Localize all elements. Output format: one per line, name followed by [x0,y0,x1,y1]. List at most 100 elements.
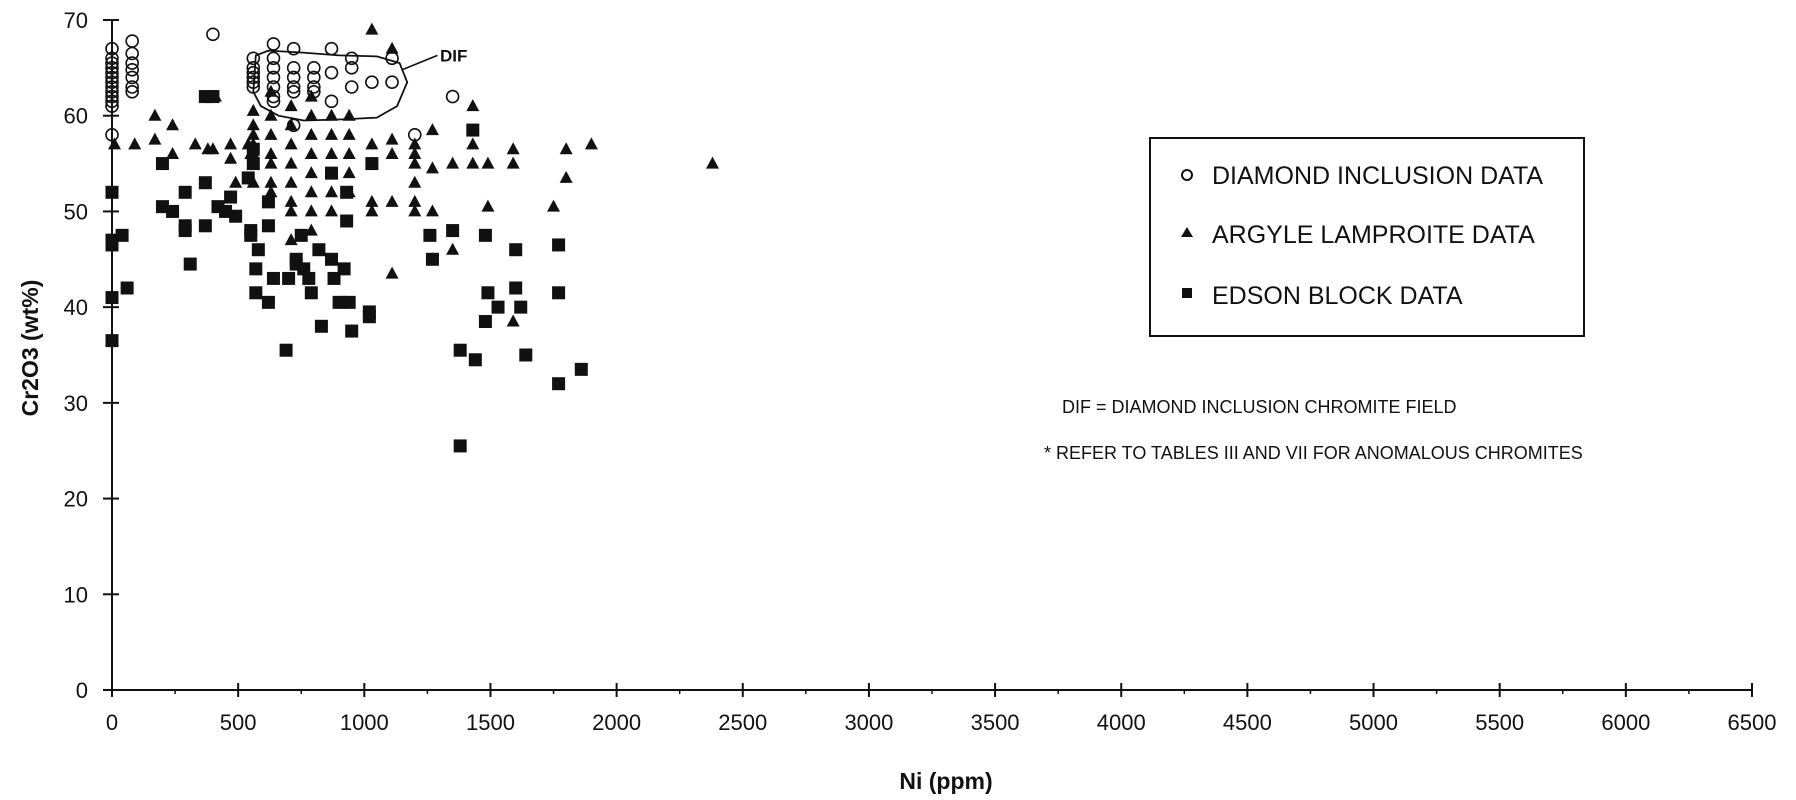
argyle-lamproite-point [325,185,339,198]
diamond-inclusion-point [246,61,261,75]
legend-label-argyle-lamproite: ARGYLE LAMPROITE DATA [1212,221,1535,249]
anomalous-chromites-note: * REFER TO TABLES III AND VII FOR ANOMAL… [1044,443,1583,463]
edson-block-point [340,185,354,199]
argyle-lamproite-point [304,223,318,236]
argyle-lamproite-point [506,314,520,327]
argyle-lamproite-point [342,108,356,121]
edson-block-point [105,238,119,252]
argyle-lamproite-point [446,242,460,255]
edson-block-point [425,252,439,266]
diamond-inclusion-point [246,80,261,94]
edson-block-point [312,243,326,257]
edson-block-point [491,300,505,314]
diamond-inclusion-point [246,65,261,80]
argyle-lamproite-point [284,233,298,246]
diamond-inclusion-point [307,80,321,94]
argyle-lamproite-point [304,127,318,140]
edson-block-point [105,334,119,348]
legend-marker-diamond-inclusion [1181,169,1193,181]
edson-block-point [304,286,318,300]
argyle-lamproite-point [264,127,278,140]
argyle-lamproite-point [408,147,422,159]
argyle-lamproite-point [547,199,561,212]
edson-block-point [365,157,379,171]
edson-block-point [468,353,482,367]
argyle-lamproite-point [385,266,399,279]
argyle-lamproite-point [304,108,318,121]
argyle-lamproite-point [408,137,422,150]
legend-label-diamond-inclusion: DIAMOND INCLUSION DATA [1212,162,1543,190]
argyle-lamproite-point [365,194,379,207]
edson-block-point [325,252,339,266]
argyle-lamproite-point [466,137,480,150]
y-tick-label: 30 [64,391,88,416]
y-axis-title: Cr2O3 (wt%) [17,280,43,417]
diamond-inclusion-point [266,61,281,75]
argyle-lamproite-point [264,147,278,159]
argyle-lamproite-point [246,118,260,131]
diamond-inclusion-point [286,41,301,56]
argyle-lamproite-point [385,41,399,54]
argyle-lamproite-point [229,175,243,188]
edson-block-point [453,343,467,357]
diamond-inclusion-point [365,75,379,90]
argyle-lamproite-point [584,137,598,150]
diamond-inclusion-point [105,65,119,80]
argyle-lamproite-point [284,156,298,169]
diamond-inclusion-point [324,65,339,80]
argyle-lamproite-point [325,204,339,217]
y-tick-label: 50 [64,199,88,224]
edson-block-point [337,262,351,276]
edson-block-point [481,286,495,300]
x-tick-label: 3500 [971,710,1020,735]
argyle-lamproite-point [246,127,260,140]
edson-block-point [453,439,467,453]
argyle-lamproite-point [481,156,495,169]
argyle-lamproite-point [304,166,318,179]
argyle-lamproite-point [408,204,422,217]
argyle-lamproite-point [264,175,278,188]
diamond-inclusion-point [445,89,460,104]
edson-block-point [219,204,233,218]
dif-leader-line [401,54,438,71]
edson-block-point [120,281,134,295]
argyle-lamproite-point [408,175,422,188]
argyle-lamproite-point [365,137,379,150]
y-tick-label: 40 [64,295,88,320]
x-tick-label: 6500 [1728,710,1777,735]
argyle-lamproite-point [325,127,339,140]
diamond-inclusion-point [125,84,139,99]
argyle-lamproite-point [425,161,439,174]
edson-block-point [249,286,263,300]
argyle-lamproite-point [264,156,278,169]
argyle-lamproite-point [304,204,318,217]
edson-block-point [198,219,212,233]
argyle-lamproite-point [304,147,318,159]
edson-block-point [155,157,169,171]
diamond-inclusion-point [266,51,281,66]
edson-block-point [466,123,480,137]
diamond-inclusion-point [105,80,119,94]
argyle-lamproite-point [148,108,162,121]
edson-block-point [478,315,492,328]
edson-block-point [279,343,293,357]
argyle-lamproite-point [166,147,180,159]
diamond-inclusion-point [286,61,301,75]
diamond-inclusion-point [246,75,261,90]
argyle-lamproite-point [506,142,520,155]
edson-block-point [261,195,275,209]
y-tick-label: 60 [64,104,88,129]
x-tick-label: 0 [106,710,118,735]
diamond-inclusion-point [206,27,220,42]
edson-block-point [362,310,376,324]
edson-block-point [249,262,263,276]
x-tick-label: 4000 [1097,710,1146,735]
diamond-inclusion-point [105,61,119,75]
edson-block-point [294,228,308,242]
argyle-lamproite-point [148,132,162,145]
edson-block-point [282,271,296,285]
argyle-lamproite-point [481,199,495,212]
argyle-lamproite-point [385,147,399,159]
dif-field-outline [252,49,409,122]
diamond-inclusion-point [246,51,261,66]
